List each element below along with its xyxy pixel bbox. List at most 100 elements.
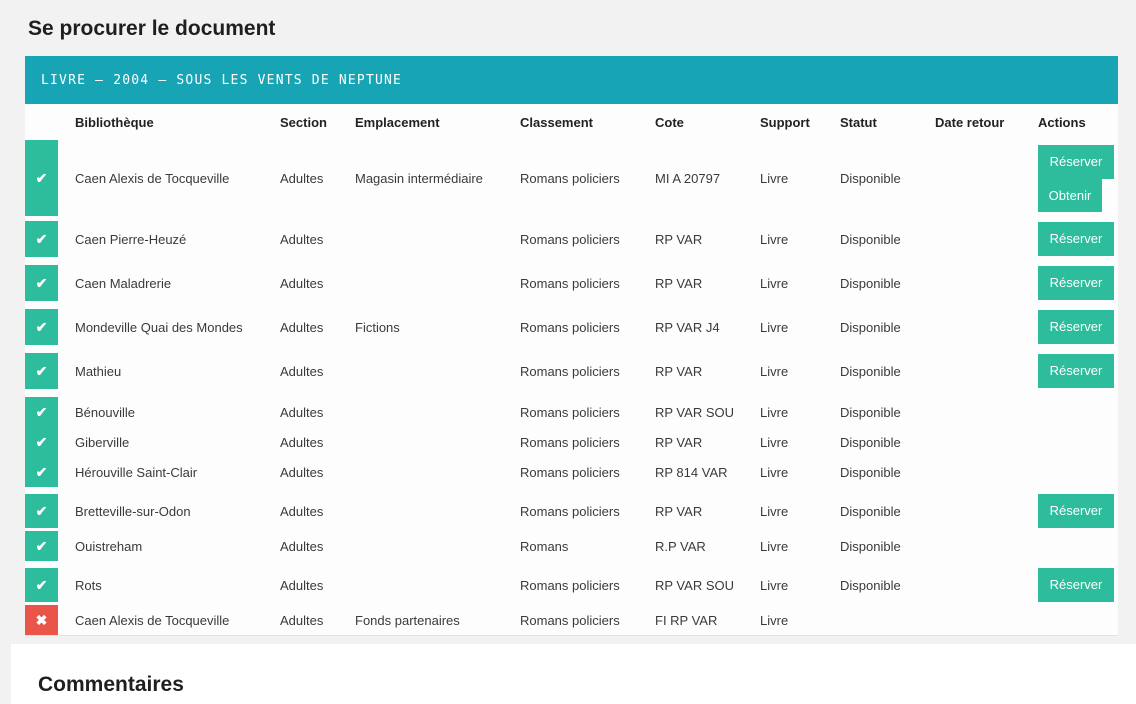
reserver-button[interactable]: Réserver (1038, 266, 1114, 300)
next-section: Commentaires (11, 644, 1136, 704)
cell-actions: Réserver (1038, 494, 1118, 528)
cell-status: Disponible (840, 170, 901, 186)
cell-section: Adultes (280, 434, 324, 450)
cell-status: Disponible (840, 275, 901, 291)
cell-call-number: MI A 20797 (655, 170, 721, 186)
cell-actions: Réserver Obtenir (1038, 144, 1118, 212)
cell-classification: Romans policiers (520, 464, 620, 480)
cell-support: Livre (760, 404, 789, 420)
reserver-button[interactable]: Réserver (1038, 354, 1114, 388)
cell-classification: Romans (520, 538, 569, 554)
table-row: ✔ Mathieu Adultes Romans policiers RP VAR Liv… (25, 353, 1118, 389)
column-header-date-retour: Date retour (935, 114, 1005, 130)
check-icon: ✔ (25, 457, 58, 487)
cell-status: Disponible (840, 577, 901, 593)
table-row: ✔ Bretteville-sur-Odon Adultes Romans polic… (25, 494, 1118, 528)
cell-call-number: RP VAR SOU (655, 404, 734, 420)
cell-section: Adultes (280, 612, 324, 628)
reserver-button[interactable]: Réserver (1038, 144, 1114, 179)
cell-status: Disponible (840, 231, 901, 247)
cell-actions: Réserver (1038, 568, 1118, 602)
cell-support: Livre (760, 464, 789, 480)
cell-section: Adultes (280, 503, 324, 519)
document-panel: LIVRE – 2004 – SOUS LES VENTS DE NEPTUNE… (25, 56, 1118, 636)
cell-classification: Romans policiers (520, 170, 620, 186)
cell-support: Livre (760, 363, 789, 379)
cell-support: Livre (760, 319, 789, 335)
cell-library: Giberville (75, 434, 130, 450)
column-header-cote: Cote (655, 114, 684, 130)
next-section-title: Commentaires (38, 673, 184, 696)
cell-location: Fictions (355, 319, 400, 335)
reserver-button[interactable]: Réserver (1038, 222, 1114, 256)
cell-library: Rots (75, 577, 102, 593)
cell-support: Livre (760, 538, 789, 554)
cell-library: Bretteville-sur-Odon (75, 503, 191, 519)
cell-status: Disponible (840, 404, 901, 420)
table-row: ✔ Caen Maladrerie Adultes Romans policiers R… (25, 265, 1118, 301)
cell-classification: Romans policiers (520, 577, 620, 593)
cell-call-number: R.P VAR (655, 538, 706, 554)
cell-status: Disponible (840, 434, 901, 450)
cell-call-number: RP VAR (655, 363, 703, 379)
cell-library: Bénouville (75, 404, 135, 420)
check-icon: ✔ (25, 265, 58, 301)
obtenir-button[interactable]: Obtenir (1038, 178, 1102, 212)
cell-status: Disponible (840, 538, 901, 554)
cell-section: Adultes (280, 231, 324, 247)
table-row: ✔ Caen Pierre-Heuzé Adultes Romans policier… (25, 221, 1118, 257)
cell-section: Adultes (280, 170, 324, 186)
cell-section: Adultes (280, 404, 324, 420)
document-banner: LIVRE – 2004 – SOUS LES VENTS DE NEPTUNE (25, 56, 1118, 104)
table-row: ✔ Caen Alexis de Tocqueville Adultes Magasi… (25, 140, 1118, 216)
cell-classification: Romans policiers (520, 434, 620, 450)
cell-support: Livre (760, 612, 789, 628)
check-icon: ✔ (25, 221, 58, 257)
cell-status: Disponible (840, 363, 901, 379)
check-icon: ✔ (25, 427, 58, 457)
cell-call-number: RP VAR (655, 275, 703, 291)
check-icon: ✔ (25, 568, 58, 602)
cell-call-number: RP 814 VAR (655, 464, 728, 480)
cell-library: Mathieu (75, 363, 122, 379)
cell-section: Adultes (280, 538, 324, 554)
table-row: ✔ Mondeville Quai des Mondes Adultes Fictio… (25, 309, 1118, 345)
column-header-bibliotheque: Bibliothèque (75, 114, 154, 130)
reserver-button[interactable]: Réserver (1038, 494, 1114, 528)
cell-support: Livre (760, 577, 789, 593)
cell-call-number: RP VAR (655, 434, 703, 450)
cell-classification: Romans policiers (520, 275, 620, 291)
cell-support: Livre (760, 231, 789, 247)
cell-call-number: RP VAR SOU (655, 577, 734, 593)
table-row: ✔ Rots Adultes Romans policiers RP VAR SOU Li… (25, 568, 1118, 602)
cell-support: Livre (760, 434, 789, 450)
column-header-emplacement: Emplacement (355, 114, 440, 130)
cell-classification: Romans policiers (520, 404, 620, 420)
cell-section: Adultes (280, 464, 324, 480)
cell-classification: Romans policiers (520, 503, 620, 519)
check-icon: ✔ (25, 353, 58, 389)
cell-classification: Romans policiers (520, 363, 620, 379)
cell-section: Adultes (280, 319, 324, 335)
reserver-button[interactable]: Réserver (1038, 310, 1114, 344)
cell-location: Magasin intermédiaire (355, 170, 483, 186)
table-row: ✔ Hérouville Saint-Clair Adultes Romans pol… (25, 457, 1118, 487)
document-banner-text: LIVRE – 2004 – SOUS LES VENTS DE NEPTUNE (41, 72, 403, 88)
cell-actions: Réserver (1038, 266, 1118, 300)
cell-library: Ouistreham (75, 538, 143, 554)
cell-classification: Romans policiers (520, 231, 620, 247)
cell-library: Caen Alexis de Tocqueville (75, 170, 230, 186)
column-header-section: Section (280, 114, 327, 130)
cell-location: Fonds partenaires (355, 612, 460, 628)
reserver-button[interactable]: Réserver (1038, 568, 1114, 602)
holdings-table: Bibliothèque Section Emplacement Classement… (25, 104, 1118, 636)
cell-support: Livre (760, 503, 789, 519)
cell-library: Mondeville Quai des Mondes (75, 319, 243, 335)
cell-library: Hérouville Saint-Clair (75, 464, 198, 480)
cell-support: Livre (760, 275, 789, 291)
cell-classification: Romans policiers (520, 612, 620, 628)
check-icon: ✔ (25, 494, 58, 528)
check-icon: ✔ (25, 397, 58, 427)
table-row: ✔ Bénouville Adultes Romans policiers RP VAR… (25, 397, 1118, 427)
cell-library: Caen Alexis de Tocqueville (75, 612, 230, 628)
